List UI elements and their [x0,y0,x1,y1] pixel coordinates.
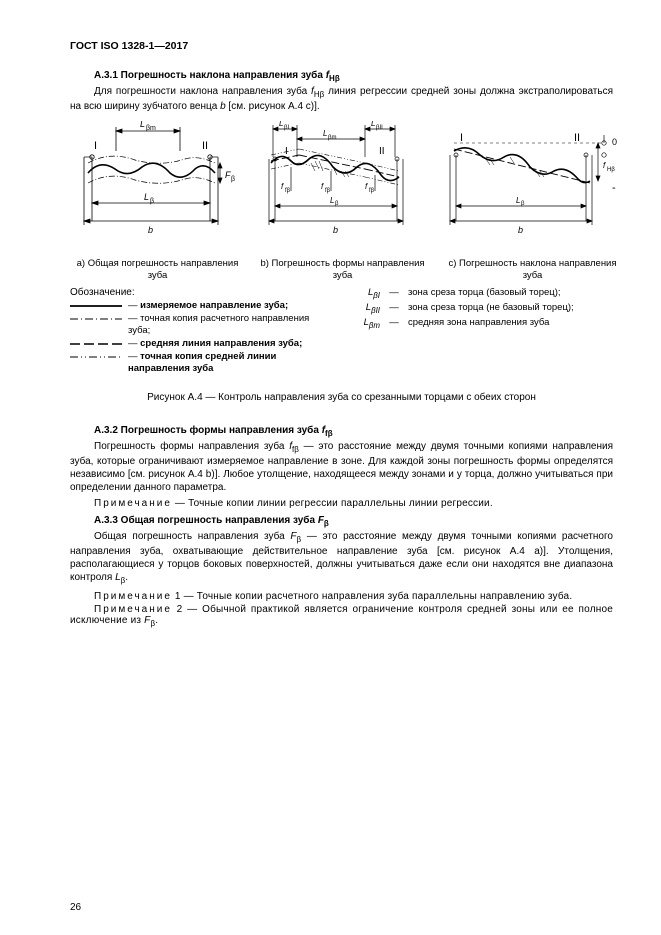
svg-text:II: II [202,140,208,152]
svg-text:βII: βII [376,125,383,131]
note-a33-1: Примечание 1 — Точные копии расчетного н… [70,591,613,602]
svg-text:II: II [574,132,580,144]
svg-text:-: - [612,182,616,194]
svg-text:βm: βm [328,135,336,141]
svg-text:L: L [144,192,149,202]
legend-left: Обозначение: — измеряемое направление зу… [70,287,330,376]
heading-a33: А.3.3 Общая погрешность направления зуба… [70,515,613,528]
para-a33: Общая погрешность направления зуба Fβ — … [70,530,613,587]
svg-text:Hβ: Hβ [607,167,615,173]
figure-a-svg: L βm I II [70,121,245,251]
svg-text:L: L [279,121,283,128]
para-a32: Погрешность формы направления зуба ffβ —… [70,440,613,494]
legend-item: — точная копия расчетного направления зу… [70,313,330,337]
svg-text:II: II [379,146,385,157]
svg-text:0: 0 [612,137,617,147]
legend-item: — средняя линия направления зуба; [70,338,330,350]
svg-text:fβ: fβ [285,188,291,194]
figure-c: 0 - I II [440,121,625,281]
svg-text:β: β [150,198,154,205]
svg-text:L: L [140,121,145,129]
legend-r-item: Lβm — средняя зона направления зуба [348,317,613,330]
svg-text:β: β [231,176,235,183]
svg-text:β: β [335,201,339,207]
heading-a32: А.3.2 Погрешность формы направления зуба… [70,425,613,438]
para-a31: Для погрешности наклона направления зуба… [70,85,613,113]
figure-a-caption: a) Общая погрешность направления зуба [70,258,245,281]
legend-item: — измеряемое направление зуба; [70,300,330,312]
figure-c-caption: c) Погрешность наклона направления зуба [440,258,625,281]
svg-text:I: I [460,132,463,144]
svg-text:fβ: fβ [369,188,375,194]
legend-r-item: LβI — зона среза торца (базовый торец); [348,287,613,300]
svg-text:b: b [333,225,338,235]
svg-text:b: b [148,225,153,235]
svg-text:βm: βm [146,125,156,132]
legend-right: LβI — зона среза торца (базовый торец); … [348,287,613,376]
svg-text:L: L [371,121,375,128]
legend-r-item: LβII — зона среза торца (не базовый торе… [348,302,613,315]
svg-text:fβ: fβ [325,188,331,194]
figure-a: L βm I II [70,121,245,281]
svg-text:f: f [365,182,368,191]
figure-b-caption: b) Погрешность формы направления зуба [255,258,430,281]
figure-c-svg: 0 - I II [440,121,625,251]
svg-text:b: b [518,225,523,235]
svg-text:βI: βI [284,125,289,131]
svg-text:L: L [323,129,327,138]
legend: Обозначение: — измеряемое направление зу… [70,287,613,376]
note-a33-2: Примечание 2 — Обычной практикой являетс… [70,604,613,628]
page: { "doc_id": "ГОСТ ISO 1328-1—2017", "a31… [0,0,661,935]
heading-a31: А.3.1 Погрешность наклона направления зу… [70,70,613,83]
svg-text:f: f [321,182,324,191]
svg-text:f: f [603,161,606,170]
svg-text:f: f [281,182,284,191]
page-number: 26 [70,902,81,913]
figure-b: LβI LβII Lβm I II [255,121,430,281]
note-a32: Примечание — Точные копии линии регресси… [70,498,613,509]
legend-item: — точная копия средней линии направления… [70,351,330,375]
svg-text:β: β [521,201,525,207]
document-id: ГОСТ ISO 1328-1—2017 [70,40,613,52]
svg-text:L: L [330,196,334,205]
figure-b-svg: LβI LβII Lβm I II [255,121,430,251]
svg-text:I: I [94,140,97,152]
figure-main-caption: Рисунок А.4 — Контроль направления зуба … [70,392,613,403]
figure-row: L βm I II [70,121,613,281]
legend-head: Обозначение: [70,287,330,298]
svg-text:L: L [516,196,520,205]
